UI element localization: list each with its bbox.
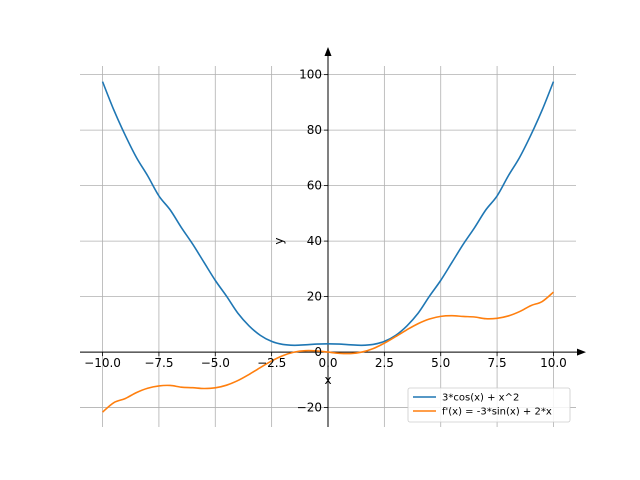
- x-tick-label-6: 5.0: [431, 356, 450, 370]
- x-tick-label-0: −10.0: [84, 356, 121, 370]
- tick-labels: −10.0 −7.5 −5.0 −2.5 0.0 2.5 5.0 7.5 10.0 −20 0 20 4…: [84, 68, 567, 415]
- y-axis-arrow: [324, 47, 332, 56]
- legend: 3*cos(x) + x^2 f'(x) = -3*sin(x) + 2*x: [407, 387, 571, 423]
- y-tick-label-6: 100: [299, 68, 322, 82]
- legend-label-0: 3*cos(x) + x^2: [442, 393, 519, 404]
- x-axis-arrow: [577, 348, 586, 356]
- y-tick-label-0: −20: [297, 401, 322, 415]
- series-line-1: [102, 291, 554, 413]
- x-tick-label-5: 2.5: [375, 356, 394, 370]
- y-axis-label: y: [272, 238, 286, 245]
- x-axis-label: x: [324, 373, 331, 387]
- series-layer: [101, 81, 555, 413]
- legend-box: [407, 387, 571, 423]
- y-tick-label-1: 0: [314, 345, 322, 359]
- y-tick-label-4: 60: [307, 179, 322, 193]
- y-tick-label-3: 40: [307, 234, 322, 248]
- x-tick-label-2: −5.0: [201, 356, 230, 370]
- x-tick-label-8: 10.0: [540, 356, 567, 370]
- y-tick-label-2: 20: [307, 290, 322, 304]
- x-tick-label-1: −7.5: [144, 356, 173, 370]
- x-tick-label-7: 7.5: [488, 356, 507, 370]
- x-tick-label-4: 0.0: [318, 356, 337, 370]
- series-line-0: [101, 81, 555, 347]
- legend-label-1: f'(x) = -3*sin(x) + 2*x: [442, 407, 552, 418]
- x-tick-label-3: −2.5: [257, 356, 286, 370]
- y-tick-label-5: 80: [307, 123, 322, 137]
